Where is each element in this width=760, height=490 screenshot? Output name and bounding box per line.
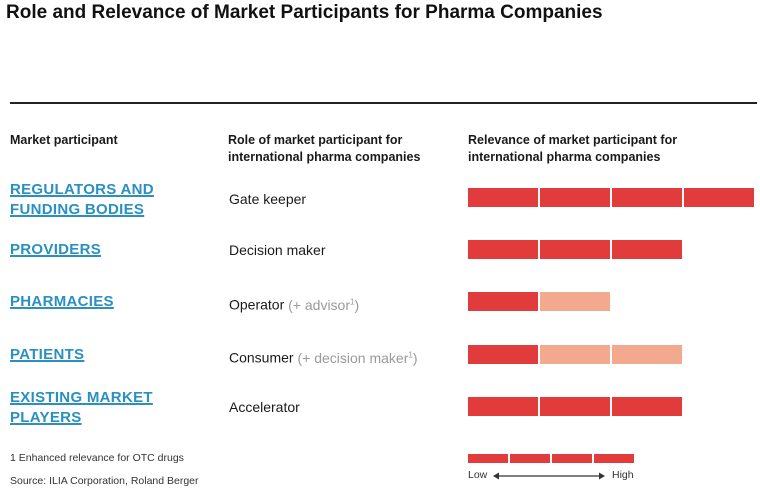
participant-link[interactable]: PHARMACIES: [10, 292, 200, 312]
participant-link[interactable]: REGULATORS AND FUNDING BODIES: [10, 180, 200, 220]
role-extra: (+ decision maker1): [297, 349, 418, 366]
footnote-marker: 1: [350, 297, 355, 306]
relevance-bar-full: [468, 397, 538, 416]
role-text: Decision maker: [229, 240, 325, 260]
role-text: Gate keeper: [229, 189, 306, 209]
header-role: Role of market participant for internati…: [228, 132, 448, 166]
role-main: Decision maker: [229, 242, 326, 258]
role-main: Accelerator: [229, 399, 300, 415]
relevance-bar-full: [612, 240, 682, 259]
relevance-bar-partial: [540, 345, 610, 364]
legend-low-label: Low: [468, 469, 488, 481]
header-relevance-line2: international pharma companies: [468, 150, 661, 164]
legend-segment: [594, 454, 634, 463]
header-relevance-line1: Relevance of market participant for: [468, 133, 678, 147]
footnote-marker: 1: [408, 350, 413, 359]
page-title: Role and Relevance of Market Participant…: [6, 2, 603, 23]
header-divider: [10, 102, 757, 104]
participant-line2: PLAYERS: [10, 409, 82, 426]
relevance-bar-full: [468, 345, 538, 364]
relevance-bar-partial: [540, 292, 610, 311]
legend-segment: [510, 454, 550, 463]
relevance-bar-full: [540, 188, 610, 207]
participant-line1: EXISTING MARKET: [10, 389, 153, 406]
source-note: Source: ILIA Corporation, Roland Berger: [10, 475, 199, 487]
role-main: Gate keeper: [229, 191, 307, 207]
legend-scale: [468, 454, 634, 463]
role-main: Operator: [229, 296, 285, 313]
double-arrow-icon: [493, 472, 605, 480]
role-text: Accelerator: [229, 397, 300, 417]
participant-link[interactable]: PATIENTS: [10, 345, 200, 365]
relevance-bar-full: [612, 188, 682, 207]
participant-line1: PATIENTS: [10, 346, 85, 363]
relevance-bar-full: [468, 240, 538, 259]
role-main: Consumer: [229, 349, 294, 366]
participant-link[interactable]: EXISTING MARKET PLAYERS: [10, 388, 200, 428]
footnote: 1 Enhanced relevance for OTC drugs: [10, 452, 184, 464]
header-participant: Market participant: [10, 133, 118, 147]
header-relevance: Relevance of market participant for inte…: [468, 132, 728, 166]
legend-high-label: High: [612, 469, 634, 481]
header-role-line2: international pharma companies: [228, 150, 421, 164]
relevance-bar-full: [468, 188, 538, 207]
relevance-bar-partial: [612, 345, 682, 364]
legend-segment: [552, 454, 592, 463]
participant-line1: REGULATORS AND: [10, 181, 154, 198]
role-text: Consumer (+ decision maker1): [229, 345, 418, 368]
relevance-bar-full: [468, 292, 538, 311]
role-text: Operator (+ advisor1): [229, 292, 359, 315]
header-role-line1: Role of market participant for: [228, 133, 403, 147]
relevance-bar-full: [612, 397, 682, 416]
participant-line1: PROVIDERS: [10, 241, 102, 258]
relevance-bar-full: [684, 188, 754, 207]
relevance-bar-full: [540, 240, 610, 259]
role-extra: (+ advisor1): [288, 296, 360, 313]
relevance-bar-full: [540, 397, 610, 416]
legend-segment: [468, 454, 508, 463]
participant-line2: FUNDING BODIES: [10, 201, 145, 218]
participant-line1: PHARMACIES: [10, 293, 114, 310]
participant-link[interactable]: PROVIDERS: [10, 240, 200, 260]
